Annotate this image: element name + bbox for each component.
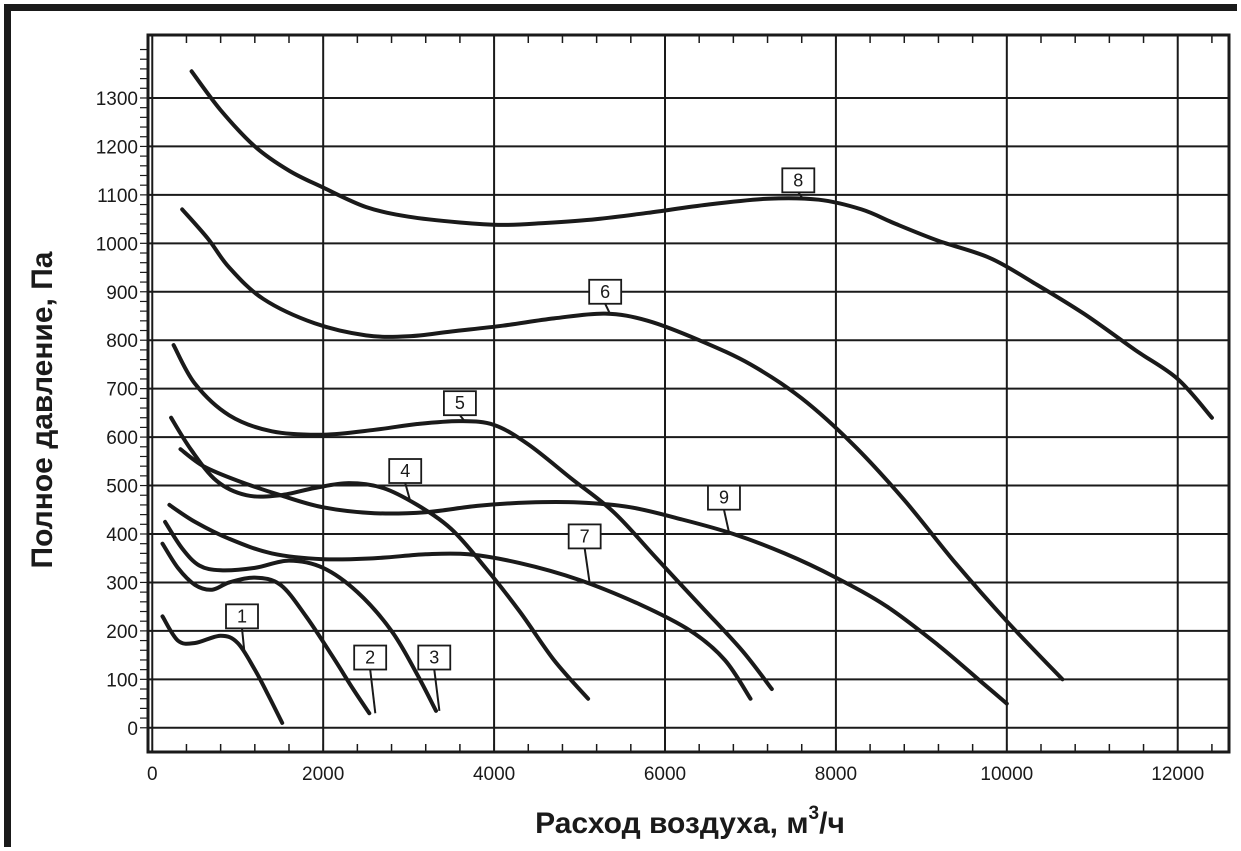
x-tick-label: 6000 [644,764,686,785]
y-tick-label: 1000 [96,234,138,255]
chart-frame [4,4,1237,847]
label-box-1 [225,603,259,630]
series-line-7 [167,502,753,701]
x-tick-label: 12000 [1151,764,1204,785]
curve-label-6: 6 [600,282,610,302]
x-tick-label: 2000 [302,764,344,785]
y-tick-label: 500 [106,477,138,498]
curve-label-1: 1 [237,606,247,626]
series-lines [160,69,1214,725]
label-box-9 [707,484,741,511]
x-tick-labels: 0 2000 4000 6000 8000 10000 12000 [147,764,1204,785]
label-box-2 [353,644,388,671]
label-leader-9 [722,509,731,533]
series-line-3 [163,519,438,713]
y-tick-label: 100 [106,670,138,691]
label-leader-2 [369,669,377,714]
x-tick-label: 10000 [980,764,1033,785]
series-line-4 [169,415,591,701]
series-line-8 [189,69,1214,420]
series-line-5 [171,343,774,691]
y-tick-labels: 0 100 200 300 400 500 600 700 800 900 1000 1100 1200… [96,89,138,740]
y-tick-label: 300 [106,573,138,594]
series-line-6 [180,207,1065,682]
label-leader-7 [583,548,591,585]
label-box-8 [781,167,816,194]
series-line-9 [178,447,1009,706]
y-tick-label: 800 [106,331,138,352]
curve-label-8: 8 [793,170,803,190]
label-leader-3 [433,669,441,711]
series-line-2 [160,541,372,716]
curve-label-4: 4 [400,461,410,481]
curve-label-2: 2 [365,648,375,668]
x-tick-label: 8000 [815,764,857,785]
x-tick-label: 0 [147,764,158,785]
label-leader-4 [404,482,412,502]
y-tick-label: 1100 [97,186,138,207]
y-tick-label: 1300 [96,89,138,110]
y-tick-label: 400 [106,525,138,546]
curve-labels: 1 2 3 4 5 6 7 8 9 [225,167,816,714]
y-tick-label: 600 [106,428,138,449]
grid [148,35,1229,752]
label-leader-8 [797,191,805,201]
plot-border [146,33,1231,754]
minor-ticks [140,35,1213,752]
curve-label-7: 7 [580,526,590,546]
y-tick-label: 200 [106,622,138,643]
curve-label-3: 3 [429,648,439,668]
y-axis-title: Полное давление, Па [26,251,59,568]
label-box-5 [443,390,477,417]
y-tick-label: 1200 [96,137,138,158]
label-box-4 [388,458,423,484]
label-leader-1 [241,628,246,654]
y-tick-label: 0 [127,719,138,740]
series-line-1 [160,614,285,725]
label-leader-5 [459,414,466,423]
x-tick-label: 4000 [473,764,515,785]
curve-label-5: 5 [455,393,465,413]
label-box-6 [588,278,623,305]
y-tick-label: 700 [106,380,138,401]
label-box-7 [567,523,602,550]
x-axis-title: Расход воздуха, м3/ч [535,803,845,840]
y-tick-label: 900 [106,283,138,304]
label-leader-6 [604,303,612,315]
label-box-3 [417,644,452,671]
curve-label-9: 9 [719,488,729,508]
